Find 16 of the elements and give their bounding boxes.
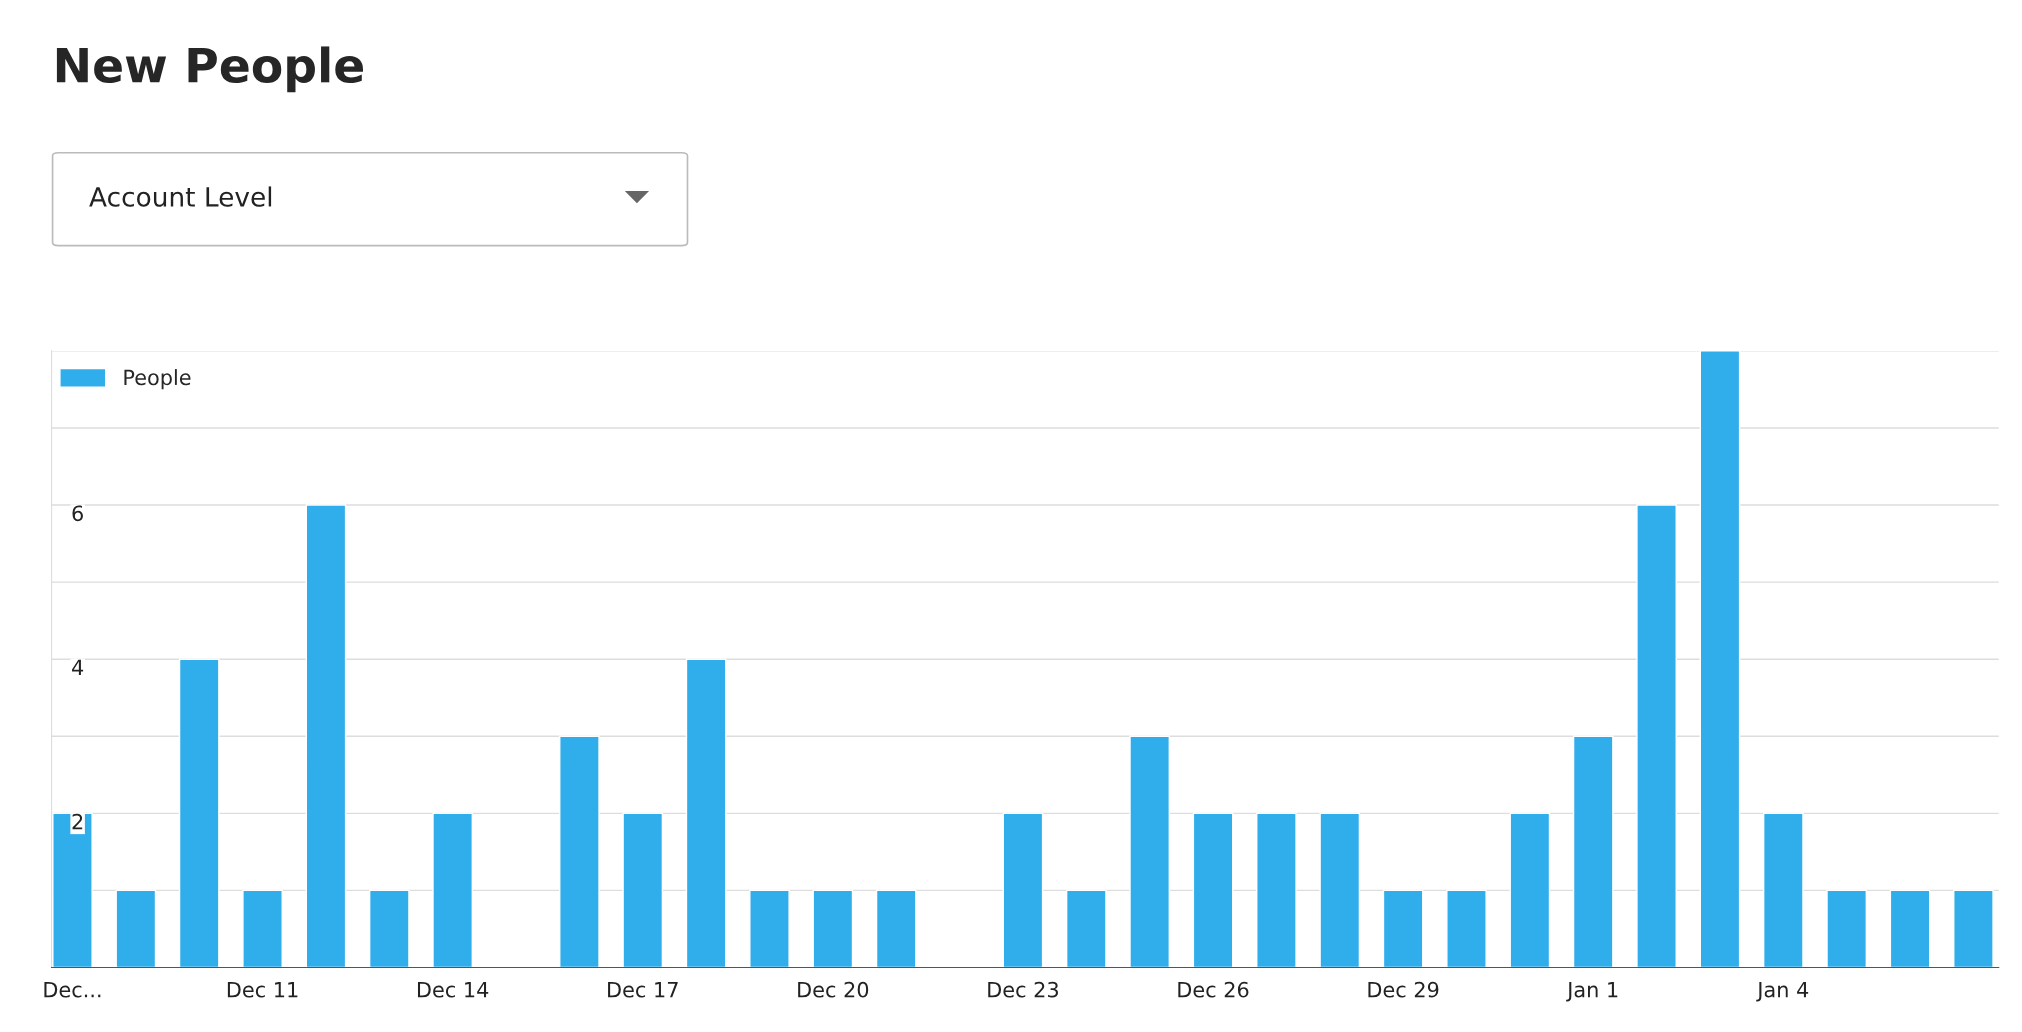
chart-title: New People — [56, 46, 363, 93]
x-tick-label: Dec 23 — [988, 981, 1058, 998]
x-tick-label: Dec 11 — [227, 982, 298, 998]
x-tick-label: Dec... — [44, 982, 101, 998]
text: Account Level — [89, 186, 272, 207]
x-tick-label: Dec 26 — [1178, 981, 1249, 998]
y-tick-label: 6 — [72, 505, 83, 522]
x-tick-label: Dec 20 — [798, 981, 869, 998]
legend-label: People — [124, 369, 191, 390]
y-tick-label: 2 — [72, 813, 83, 830]
x-tick-label: Jan 4 — [1756, 982, 1809, 1002]
x-tick-label: Jan 1 — [1566, 982, 1618, 1002]
x-tick-label: Dec 17 — [608, 982, 678, 998]
x-tick-label: Dec 29 — [1368, 981, 1439, 998]
y-tick-label: 4 — [72, 659, 84, 676]
x-tick-label: Dec 14 — [417, 982, 489, 998]
